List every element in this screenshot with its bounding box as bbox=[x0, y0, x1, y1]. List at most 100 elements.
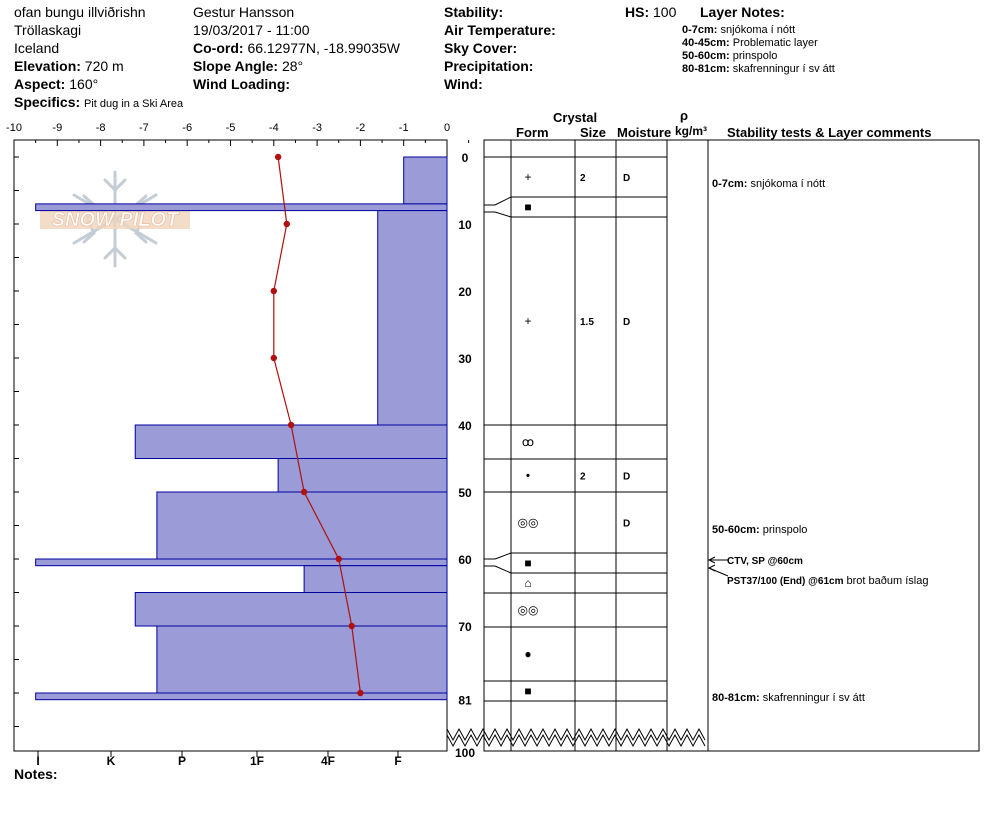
scale-break-line bbox=[446, 727, 706, 742]
elevation-value: 720 m bbox=[84, 58, 124, 74]
layer-note-range: 80-81cm: bbox=[682, 63, 730, 75]
layer-note-range: 40-45cm: bbox=[682, 37, 730, 49]
notes-label: Notes: bbox=[14, 766, 58, 782]
temperature-point bbox=[270, 287, 277, 295]
depth-tick-label: 0 bbox=[462, 151, 469, 165]
temperature-point bbox=[335, 555, 342, 563]
depth-tick-label: 70 bbox=[458, 620, 472, 634]
hardness-bar bbox=[377, 210, 448, 426]
temp-tick-label: -4 bbox=[269, 122, 279, 134]
layer-comment: 0-7cm: snjókoma í nótt bbox=[712, 178, 825, 190]
size-header: Size bbox=[580, 125, 607, 140]
grain-form-symbol: • bbox=[526, 469, 530, 483]
depth-tick-label: 50 bbox=[458, 486, 472, 500]
stability-label: Stability: bbox=[444, 4, 504, 20]
grain-size-value: 1.5 bbox=[580, 317, 594, 328]
temperature-point bbox=[357, 689, 364, 697]
layer-comment: 80-81cm: skafrenningur í sv átt bbox=[712, 692, 865, 704]
hardness-tick-label: 1F bbox=[250, 754, 264, 768]
grain-form-symbol: ◎◎ bbox=[518, 603, 539, 617]
temperature-point bbox=[348, 622, 355, 630]
hardness-bar bbox=[156, 625, 448, 694]
observation-datetime: 19/03/2017 - 11:00 bbox=[193, 22, 310, 38]
coord-label: Co-ord: bbox=[193, 40, 244, 56]
temp-tick-label: -2 bbox=[356, 122, 366, 134]
specifics-value: Pit dug in a Ski Area bbox=[84, 98, 184, 110]
stability-test-code: PST37/100 (End) @61cm bbox=[727, 576, 844, 587]
coord-value: 66.12977N, -18.99035W bbox=[247, 40, 400, 56]
grain-form-symbol: ■ bbox=[524, 200, 531, 214]
slope-row: Slope Angle: 28° bbox=[193, 58, 303, 74]
wind-label: Wind: bbox=[444, 76, 483, 92]
temperature-point bbox=[287, 421, 295, 429]
layer-note: 40-45cm: Problematic layer bbox=[682, 37, 818, 49]
density-unit-header: kg/m³ bbox=[675, 124, 708, 138]
sky-cover-label: Sky Cover: bbox=[444, 40, 518, 56]
hardness-bar bbox=[134, 592, 448, 627]
depth-boundary-connector bbox=[494, 211, 512, 218]
temperature-point bbox=[283, 220, 290, 228]
hardness-tick-label: 4F bbox=[321, 754, 335, 768]
crystal-header: Crystal bbox=[553, 110, 598, 125]
moisture-value: D bbox=[623, 173, 630, 184]
coord-row: Co-ord: 66.12977N, -18.99035W bbox=[193, 40, 400, 56]
grain-form-symbol: ◎◎ bbox=[518, 516, 539, 530]
grain-form-symbol: ⌂ bbox=[524, 576, 531, 590]
air-temp-label: Air Temperature: bbox=[444, 22, 556, 38]
depth-tick-label: 81 bbox=[458, 694, 472, 708]
depth-tick-label: 10 bbox=[458, 218, 472, 232]
layer-comment-range: 0-7cm: bbox=[712, 178, 751, 190]
layer-note-text: snjókoma í nótt bbox=[717, 24, 796, 36]
depth-boundary-connector bbox=[494, 552, 512, 560]
depth-tick-label: 20 bbox=[458, 285, 472, 299]
hardness-bar bbox=[35, 692, 448, 701]
layer-comment-text: skafrenningur í sv átt bbox=[763, 692, 865, 704]
hardness-bar bbox=[156, 491, 448, 560]
layer-note-text: prinspolo bbox=[729, 50, 778, 62]
layer-note-range: 0-7cm: bbox=[682, 24, 718, 36]
hardness-bar bbox=[303, 565, 448, 594]
layer-comment-range: 50-60cm: bbox=[712, 524, 763, 536]
layer-notes-title: Layer Notes: bbox=[700, 4, 785, 20]
hardness-bar bbox=[35, 558, 448, 567]
moisture-value: D bbox=[623, 472, 630, 483]
slope-label: Slope Angle: bbox=[193, 58, 279, 74]
stability-arrow-head bbox=[707, 556, 716, 564]
depth-tick-label: 40 bbox=[458, 419, 472, 433]
temp-tick-label: -3 bbox=[312, 122, 322, 134]
grain-form-symbol: + bbox=[524, 170, 531, 184]
stability-test-label: PST37/100 (End) @61cm brot baðum íslag bbox=[727, 575, 928, 587]
layer-note: 0-7cm: snjókoma í nótt bbox=[682, 24, 795, 36]
temperature-point bbox=[274, 153, 282, 161]
layer-note: 80-81cm: skafrenningur í sv átt bbox=[682, 63, 835, 75]
hardness-bar bbox=[134, 424, 448, 459]
aspect-value: 160° bbox=[69, 76, 99, 92]
stability-test-comment: brot baðum íslag bbox=[843, 575, 928, 587]
depth-tick-label: 60 bbox=[458, 553, 472, 567]
layer-note-range: 50-60cm: bbox=[682, 50, 730, 62]
depth-boundary-connector bbox=[494, 196, 512, 206]
hardness-bar bbox=[277, 458, 448, 493]
layer-comment-range: 80-81cm: bbox=[712, 692, 763, 704]
scale-break-line bbox=[446, 733, 706, 748]
specifics-label: Specifics: bbox=[14, 94, 81, 110]
form-header: Form bbox=[516, 125, 549, 140]
temperature-point bbox=[270, 354, 277, 362]
hs-label: HS: bbox=[625, 4, 650, 20]
layer-comment: 50-60cm: prinspolo bbox=[712, 524, 807, 536]
layer-note-text: skafrenningur í sv átt bbox=[729, 63, 835, 75]
moisture-header: Moisture bbox=[617, 125, 672, 140]
slope-value: 28° bbox=[281, 58, 304, 74]
layer-table-frame bbox=[483, 139, 980, 752]
hs-value: 100 bbox=[653, 4, 677, 20]
aspect-row: Aspect: 160° bbox=[14, 76, 98, 92]
layer-comment-text: prinspolo bbox=[763, 524, 808, 536]
layer-note-text: Problematic layer bbox=[729, 37, 818, 49]
stability-test-label: CTV, SP @60cm bbox=[727, 556, 803, 567]
grain-form-symbol: ● bbox=[524, 647, 531, 661]
temp-tick-label: 0 bbox=[444, 122, 450, 134]
location-name: ofan bungu illviðrishn bbox=[14, 4, 146, 20]
layer-comment-text: snjókoma í nótt bbox=[751, 178, 826, 190]
grain-size-value: 2 bbox=[580, 472, 586, 483]
